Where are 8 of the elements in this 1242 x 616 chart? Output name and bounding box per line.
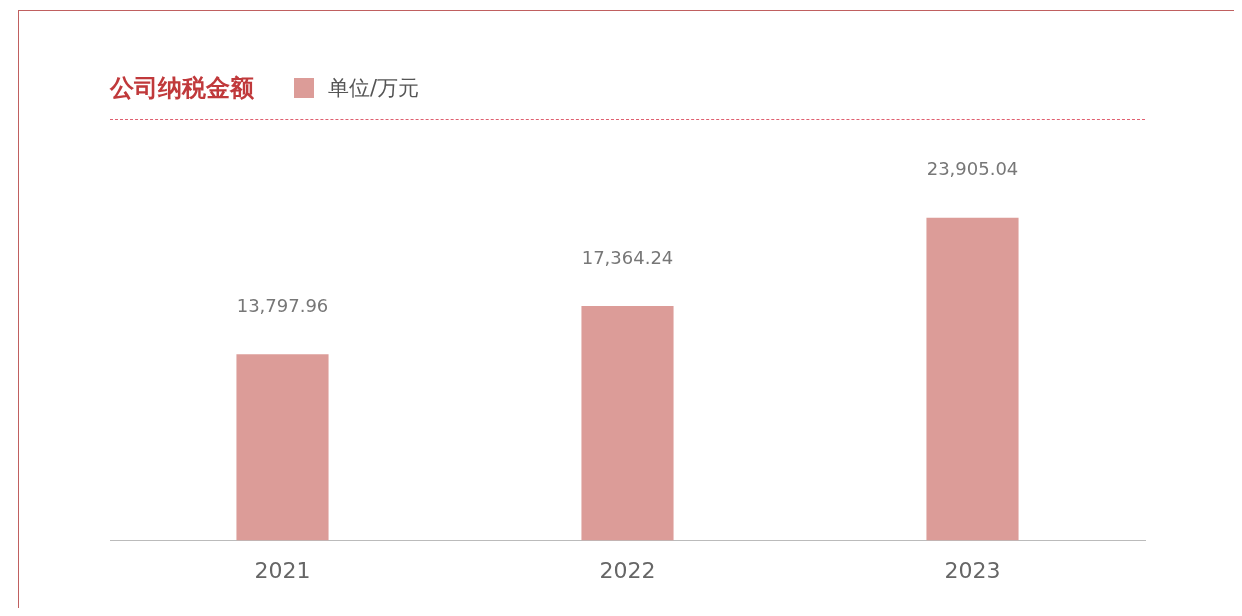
x-tick-label: 2022 [599, 557, 656, 583]
legend-label: 单位/万元 [328, 75, 420, 102]
data-label: 17,364.24 [581, 246, 674, 268]
chart-title: 公司纳税金额 [110, 73, 254, 104]
data-label: 13,797.96 [236, 294, 329, 316]
x-tick-label: 2021 [254, 557, 311, 583]
x-tick-label: 2023 [944, 557, 1001, 583]
data-label: 23,905.04 [926, 158, 1019, 180]
